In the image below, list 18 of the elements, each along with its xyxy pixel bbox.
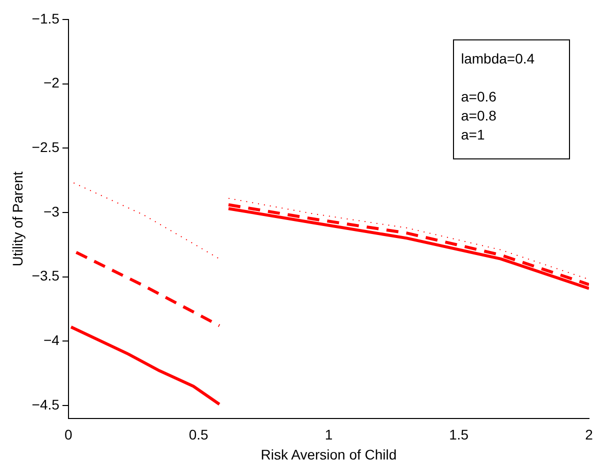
y-tick-label: −4 — [43, 332, 60, 348]
x-tick-label: 2 — [585, 426, 594, 443]
y-tick-label: −3.5 — [32, 268, 60, 284]
annotation: a=0.8 — [461, 107, 497, 124]
x-tick-label: 0.5 — [188, 426, 209, 443]
x-tick-label: 1.5 — [449, 426, 469, 443]
y-tick-label: −3 — [43, 203, 60, 220]
y-tick-label: −2.5 — [32, 138, 60, 155]
y-axis-title: Utility of Parent — [9, 171, 26, 266]
x-axis-title: Risk Aversion of Child — [260, 446, 397, 462]
y-tick-label: −4.5 — [32, 396, 60, 412]
annotation: a=1 — [461, 126, 485, 142]
x-tick-label: 0 — [64, 426, 73, 443]
x-tick-label: 1 — [324, 426, 333, 443]
annotation: a=0.6 — [461, 88, 497, 104]
y-tick-label: −2 — [43, 74, 60, 91]
annotation: lambda=0.4 — [461, 50, 535, 66]
y-tick-label: −1.5 — [32, 10, 60, 26]
